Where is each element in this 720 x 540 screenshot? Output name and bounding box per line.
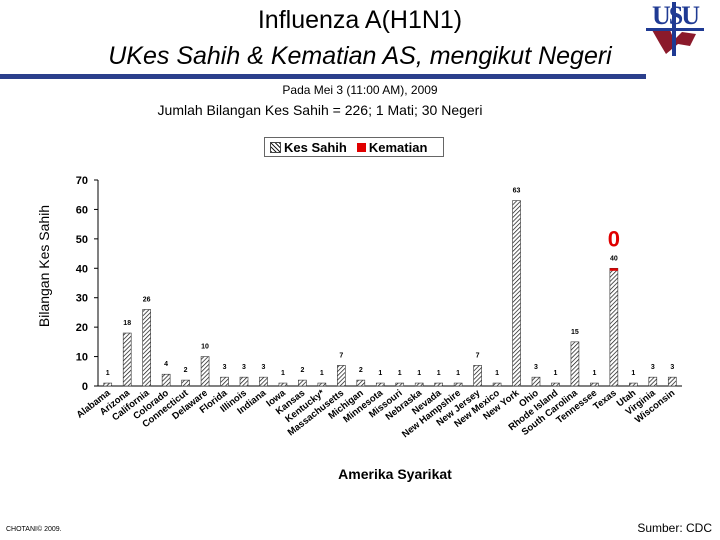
slide-subtitle-heading: UKes Sahih & Kematian AS, mengikut Neger… (108, 42, 612, 70)
y-tick-label: 50 (76, 234, 88, 246)
data-label: 2 (184, 367, 188, 374)
bar-kes-sahih (609, 267, 619, 387)
bar-kes-sahih (453, 382, 463, 387)
data-label: 3 (242, 364, 246, 371)
data-label: 1 (281, 370, 285, 377)
bar-kes-sahih (239, 376, 249, 387)
chart-legend: Kes Sahih Kematian (264, 137, 444, 157)
data-label: 10 (201, 344, 209, 351)
y-tick-label: 0 (82, 381, 88, 393)
bar-kes-sahih (434, 382, 443, 387)
bar-kes-sahih (492, 382, 502, 387)
bar-kes-sahih (551, 382, 560, 387)
data-label: 4 (164, 361, 168, 368)
data-label: 7 (476, 352, 480, 359)
legend-swatch-kes (270, 141, 281, 153)
bar-kes-sahih (375, 382, 385, 387)
data-label: 18 (123, 320, 131, 327)
bar-kes-sahih (200, 356, 210, 387)
data-label: 1 (456, 370, 460, 377)
bar-kes-sahih (570, 341, 580, 387)
bar-kes-sahih (161, 373, 171, 387)
data-label: 1 (378, 370, 382, 377)
logo-text-top: USU (652, 1, 700, 30)
bar-kes-sahih (629, 382, 638, 387)
death-annotation: 0 (608, 226, 620, 251)
data-label: 1 (592, 370, 596, 377)
data-label: 26 (143, 296, 151, 303)
data-label: 7 (339, 352, 343, 359)
bar-kes-sahih (278, 382, 288, 387)
data-label: 3 (534, 364, 538, 371)
slide-title: Influenza A(H1N1) (257, 6, 463, 34)
data-label: 15 (571, 329, 579, 336)
y-tick-label: 30 (76, 293, 88, 305)
legend-label-kes: Kes Sahih (284, 139, 347, 155)
data-label: 2 (300, 367, 304, 374)
data-label: 3 (651, 364, 655, 371)
title-rule (0, 74, 646, 79)
y-tick-label: 60 (76, 204, 88, 216)
bar-kes-sahih (590, 382, 599, 387)
footer-copyright: CHOTANI© 2009. (6, 526, 62, 533)
y-tick-label: 70 (76, 175, 88, 187)
bar-kes-sahih (259, 376, 268, 387)
data-label: 1 (495, 370, 499, 377)
bar-kes-sahih (220, 376, 229, 387)
bar-kes-sahih (356, 379, 366, 387)
bar-kes-sahih (142, 309, 151, 387)
usu-logo: USU (646, 1, 704, 56)
data-label: 63 (513, 188, 521, 195)
bar-kes-sahih (395, 382, 405, 387)
bar-kes-sahih (512, 200, 521, 387)
y-tick-label: 10 (76, 352, 88, 364)
bar-kematian (609, 268, 618, 271)
bar-kes-sahih (667, 376, 677, 387)
bar-kes-sahih (414, 382, 424, 387)
legend-swatch-kematian (356, 142, 366, 152)
legend-label-kematian: Kematian (368, 139, 428, 155)
data-label: 3 (670, 364, 674, 371)
data-label: 1 (106, 370, 110, 377)
y-tick-label: 20 (76, 322, 88, 334)
data-label: 1 (417, 370, 421, 377)
bar-kes-sahih (317, 382, 327, 387)
date-subtitle: Pada Mei 3 (11:00 AM), 2009 (282, 83, 438, 97)
bar-kes-sahih (103, 382, 113, 387)
data-label: 3 (262, 364, 266, 371)
summary-subtitle: Jumlah Bilangan Kes Sahih = 226; 1 Mati;… (157, 102, 483, 118)
data-label: 1 (437, 370, 441, 377)
bar-kes-sahih (181, 379, 190, 387)
data-label: 1 (398, 370, 402, 377)
y-tick-label: 40 (76, 263, 88, 275)
data-label: 2 (359, 367, 363, 374)
bar-kes-sahih (298, 379, 307, 387)
bar-kes-sahih (122, 332, 132, 387)
data-label: 1 (320, 370, 324, 377)
bar-kes-sahih (531, 376, 541, 387)
bar-kes-sahih (473, 365, 482, 387)
bar-kes-sahih (337, 365, 346, 387)
data-label: 1 (631, 370, 635, 377)
x-axis-label: Amerika Syarikat (338, 466, 452, 482)
footer-source: Sumber: CDC (637, 521, 712, 535)
data-label: 3 (223, 364, 227, 371)
data-label: 40 (610, 255, 618, 262)
bar-kes-sahih (648, 376, 658, 387)
data-label: 1 (554, 370, 558, 377)
